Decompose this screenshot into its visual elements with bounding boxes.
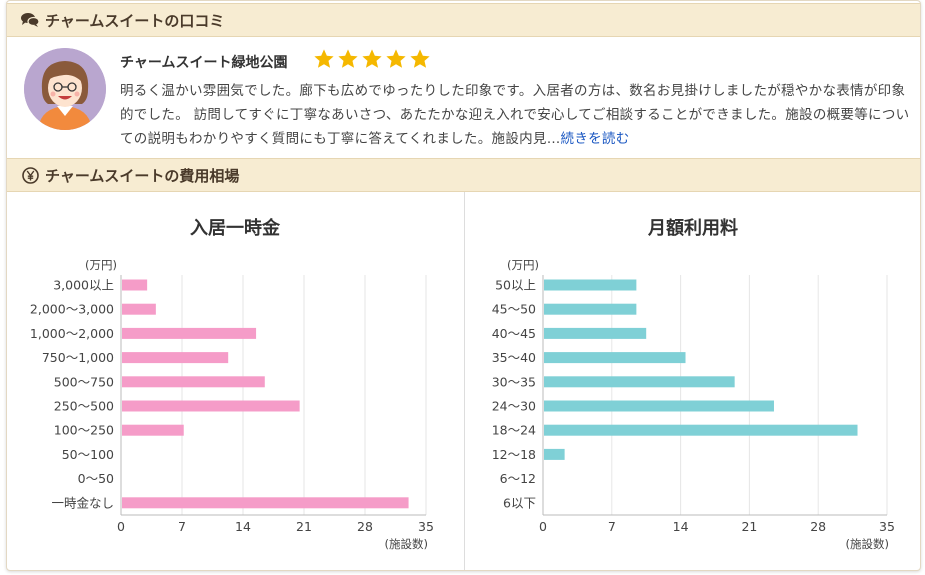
bar: [122, 497, 409, 509]
x-tick-label: 7: [178, 519, 186, 534]
category-label: 40〜45: [492, 326, 536, 341]
bar: [122, 279, 148, 291]
x-tick-label: 0: [539, 519, 547, 534]
facility-card: チャームスイートの口コミ チャームスイート緑地公園: [6, 0, 921, 571]
category-label: 100〜250: [54, 423, 114, 438]
category-label: 3,000以上: [53, 278, 114, 293]
review-text: 明るく温かい雰囲気でした。廊下も広めでゆったりした印象です。入居者の方は、数名お…: [120, 83, 910, 147]
x-tick-label: 35: [879, 519, 895, 534]
category-label: 0〜50: [78, 471, 114, 486]
bar: [122, 327, 257, 339]
review-text-block: 明るく温かい雰囲気でした。廊下も広めでゆったりした印象です。入居者の方は、数名お…: [120, 79, 910, 151]
category-label: 250〜500: [54, 399, 114, 414]
category-label: 24〜30: [492, 399, 536, 414]
x-tick-label: 28: [810, 519, 826, 534]
category-label: 1,000〜2,000: [30, 326, 114, 341]
x-unit-label: (施設数): [846, 537, 889, 551]
x-tick-label: 7: [608, 519, 616, 534]
read-more-link[interactable]: 続きを読む: [560, 131, 630, 147]
x-tick-label: 0: [117, 519, 125, 534]
review-section-title: チャームスイートの口コミ: [45, 11, 225, 30]
bar: [544, 376, 735, 388]
initial-fee-chart-svg: 入居一時金(万円)3,000以上2,000〜3,0001,000〜2,00075…: [30, 217, 434, 551]
cost-section-header: チャームスイートの費用相場: [7, 158, 920, 192]
rating-stars: [313, 48, 431, 70]
chart-title: 入居一時金: [190, 217, 281, 239]
category-label: 50〜100: [62, 447, 114, 462]
bar: [544, 400, 774, 412]
category-label: 6〜12: [500, 471, 536, 486]
category-label: 35〜40: [492, 350, 536, 365]
bar: [544, 424, 858, 436]
x-unit-label: (施設数): [385, 537, 428, 551]
review-section-header: チャームスイートの口コミ: [7, 3, 920, 37]
category-label: 2,000〜3,000: [30, 302, 114, 317]
reviewer-avatar: [24, 48, 106, 130]
chart-title: 月額利用料: [647, 217, 738, 239]
star-icon: [314, 49, 334, 68]
category-label: 500〜750: [54, 374, 114, 389]
y-unit-label: (万円): [507, 258, 539, 272]
bar: [122, 376, 265, 388]
bar: [122, 424, 184, 436]
x-tick-label: 35: [418, 519, 434, 534]
x-tick-label: 21: [741, 519, 757, 534]
bar: [122, 303, 156, 315]
category-label: 30〜35: [492, 374, 536, 389]
category-label: 12〜18: [492, 447, 536, 462]
category-label: 750〜1,000: [42, 350, 114, 365]
comments-icon: [21, 11, 39, 29]
star-icon: [386, 49, 406, 68]
bar: [544, 448, 565, 460]
cost-section-title: チャームスイートの費用相場: [45, 166, 240, 185]
cost-charts: 入居一時金 (万円) 3,000以上 2,000〜3,000 1,000〜2,000 75…: [7, 192, 920, 570]
monthly-fee-chart-svg: 月額利用料 (万円) 50以上 45〜50 40〜45 35〜40 30〜35 24〜30 18…: [492, 217, 895, 551]
bar: [122, 352, 229, 364]
x-tick-label: 14: [673, 519, 689, 534]
category-label: 6以下: [503, 495, 536, 510]
bar: [544, 303, 637, 315]
monthly-fee-chart: 月額利用料 (万円) 50以上 45〜50 40〜45 35〜40 30〜35 24〜30 18…: [464, 192, 920, 570]
category-label: 一時金なし: [51, 495, 114, 510]
bar: [544, 279, 637, 291]
y-unit-label: (万円): [85, 258, 117, 272]
bar: [122, 400, 300, 412]
category-label: 18〜24: [492, 423, 536, 438]
x-tick-label: 14: [235, 519, 251, 534]
review-item: チャームスイート緑地公園 明るく温かい雰囲気でした。廊下も広めでゆったりした印象…: [7, 38, 920, 158]
yen-circle-icon: [21, 166, 39, 184]
bar: [544, 327, 647, 339]
star-icon: [338, 49, 358, 68]
category-label: 45〜50: [492, 302, 536, 317]
category-label: 50以上: [495, 278, 536, 293]
x-tick-label: 28: [357, 519, 373, 534]
bar: [544, 352, 686, 364]
star-icon: [410, 49, 430, 68]
initial-fee-chart: 入居一時金 (万円) 3,000以上 2,000〜3,000 1,000〜2,000 75…: [7, 192, 463, 570]
star-icon: [362, 49, 382, 68]
x-tick-label: 21: [296, 519, 312, 534]
review-facility-name: チャームスイート緑地公園: [120, 55, 288, 71]
